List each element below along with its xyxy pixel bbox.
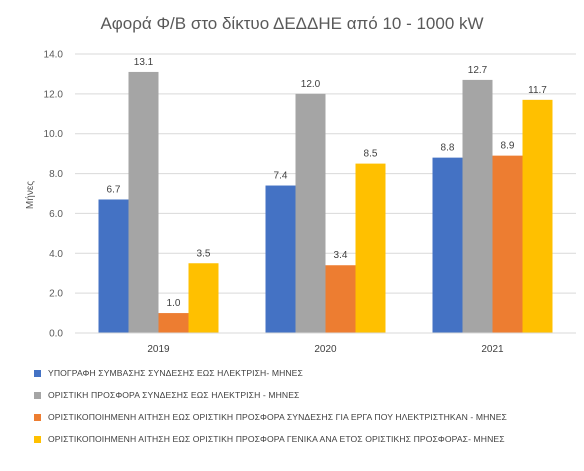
x-category-label: 2020: [314, 344, 337, 355]
bar: [462, 79, 493, 334]
x-category-label: 2021: [481, 344, 504, 355]
legend: ΥΠΟΓΡΑΦΗ ΣΥΜΒΑΣΗΣ ΣΥΝΔΕΣΗΣ ΕΩΣ ΗΛΕΚΤΡΙΣΗ…: [34, 362, 579, 450]
data-label: 12.7: [468, 65, 488, 76]
data-label: 6.7: [107, 184, 121, 195]
data-label: 1.0: [167, 298, 181, 309]
legend-swatch: [34, 369, 41, 377]
legend-swatch: [34, 391, 41, 399]
data-label: 13.1: [134, 57, 154, 68]
bars: [98, 71, 553, 334]
y-tick-label: 2.0: [49, 289, 63, 300]
y-axis-label: Μήνες: [24, 181, 36, 209]
bar: [492, 155, 523, 333]
data-label: 7.4: [274, 171, 288, 182]
x-axis-categories: 2019 2020 2021: [147, 344, 504, 355]
bar: [432, 157, 463, 333]
legend-swatch: [34, 413, 41, 421]
legend-item: ΥΠΟΓΡΑΦΗ ΣΥΜΒΑΣΗΣ ΣΥΝΔΕΣΗΣ ΕΩΣ ΗΛΕΚΤΡΙΣΗ…: [34, 362, 579, 384]
legend-swatch: [34, 435, 41, 443]
bar: [355, 163, 386, 333]
x-category-label: 2019: [147, 344, 170, 355]
bar: [158, 313, 189, 333]
bar: [265, 185, 296, 333]
bar: [325, 265, 356, 333]
y-tick-label: 4.0: [49, 249, 63, 260]
legend-item: ΟΡΙΣΤΙΚΗ ΠΡΟΣΦΟΡΑ ΣΥΝΔΕΣΗΣ ΕΩΣ ΗΛΕΚΤΡΙΣΗ…: [34, 384, 579, 406]
data-label: 8.9: [501, 141, 515, 152]
legend-label: ΟΡΙΣΤΙΚΗ ΠΡΟΣΦΟΡΑ ΣΥΝΔΕΣΗΣ ΕΩΣ ΗΛΕΚΤΡΙΣΗ…: [48, 390, 300, 400]
y-tick-label: 8.0: [49, 169, 63, 180]
bar: [128, 71, 159, 333]
data-label: 11.7: [528, 85, 547, 96]
y-tick-label: 10.0: [44, 129, 64, 140]
data-label: 3.4: [334, 250, 348, 261]
y-axis-ticks: 0.0 2.0 4.0 6.0 8.0 10.0 12.0 14.0: [44, 50, 64, 340]
legend-item: ΟΡΙΣΤΙΚΟΠΟΙΗΜΕΝΗ ΑΙΤΗΣΗ ΕΩΣ ΟΡΙΣΤΙΚΗ ΠΡΟ…: [34, 406, 579, 428]
legend-label: ΟΡΙΣΤΙΚΟΠΟΙΗΜΕΝΗ ΑΙΤΗΣΗ ΕΩΣ ΟΡΙΣΤΙΚΗ ΠΡΟ…: [48, 412, 507, 422]
bar: [295, 93, 326, 333]
bar: [188, 263, 219, 333]
data-label: 8.5: [364, 149, 378, 160]
data-label: 3.5: [197, 248, 211, 259]
data-label: 12.0: [301, 79, 321, 90]
y-tick-label: 6.0: [49, 209, 63, 220]
chart-title: Αφορά Φ/Β στο δίκτυο ΔΕΔΔΗΕ από 10 - 100…: [100, 14, 483, 33]
legend-label: ΟΡΙΣΤΙΚΟΠΟΙΗΜΕΝΗ ΑΙΤΗΣΗ ΕΩΣ ΟΡΙΣΤΙΚΗ ΠΡΟ…: [48, 434, 505, 444]
data-labels: 6.7 13.1 1.0 3.5 7.4 12.0 3.4 8.5 8.8 12.7 8.9 11.7: [107, 57, 548, 309]
bar: [522, 99, 553, 333]
bar: [98, 199, 129, 333]
y-tick-label: 0.0: [49, 329, 63, 340]
legend-label: ΥΠΟΓΡΑΦΗ ΣΥΜΒΑΣΗΣ ΣΥΝΔΕΣΗΣ ΕΩΣ ΗΛΕΚΤΡΙΣΗ…: [48, 368, 303, 378]
data-label: 8.8: [441, 143, 455, 154]
y-tick-label: 12.0: [44, 89, 64, 100]
y-tick-label: 14.0: [44, 50, 64, 61]
legend-item: ΟΡΙΣΤΙΚΟΠΟΙΗΜΕΝΗ ΑΙΤΗΣΗ ΕΩΣ ΟΡΙΣΤΙΚΗ ΠΡΟ…: [34, 428, 579, 450]
